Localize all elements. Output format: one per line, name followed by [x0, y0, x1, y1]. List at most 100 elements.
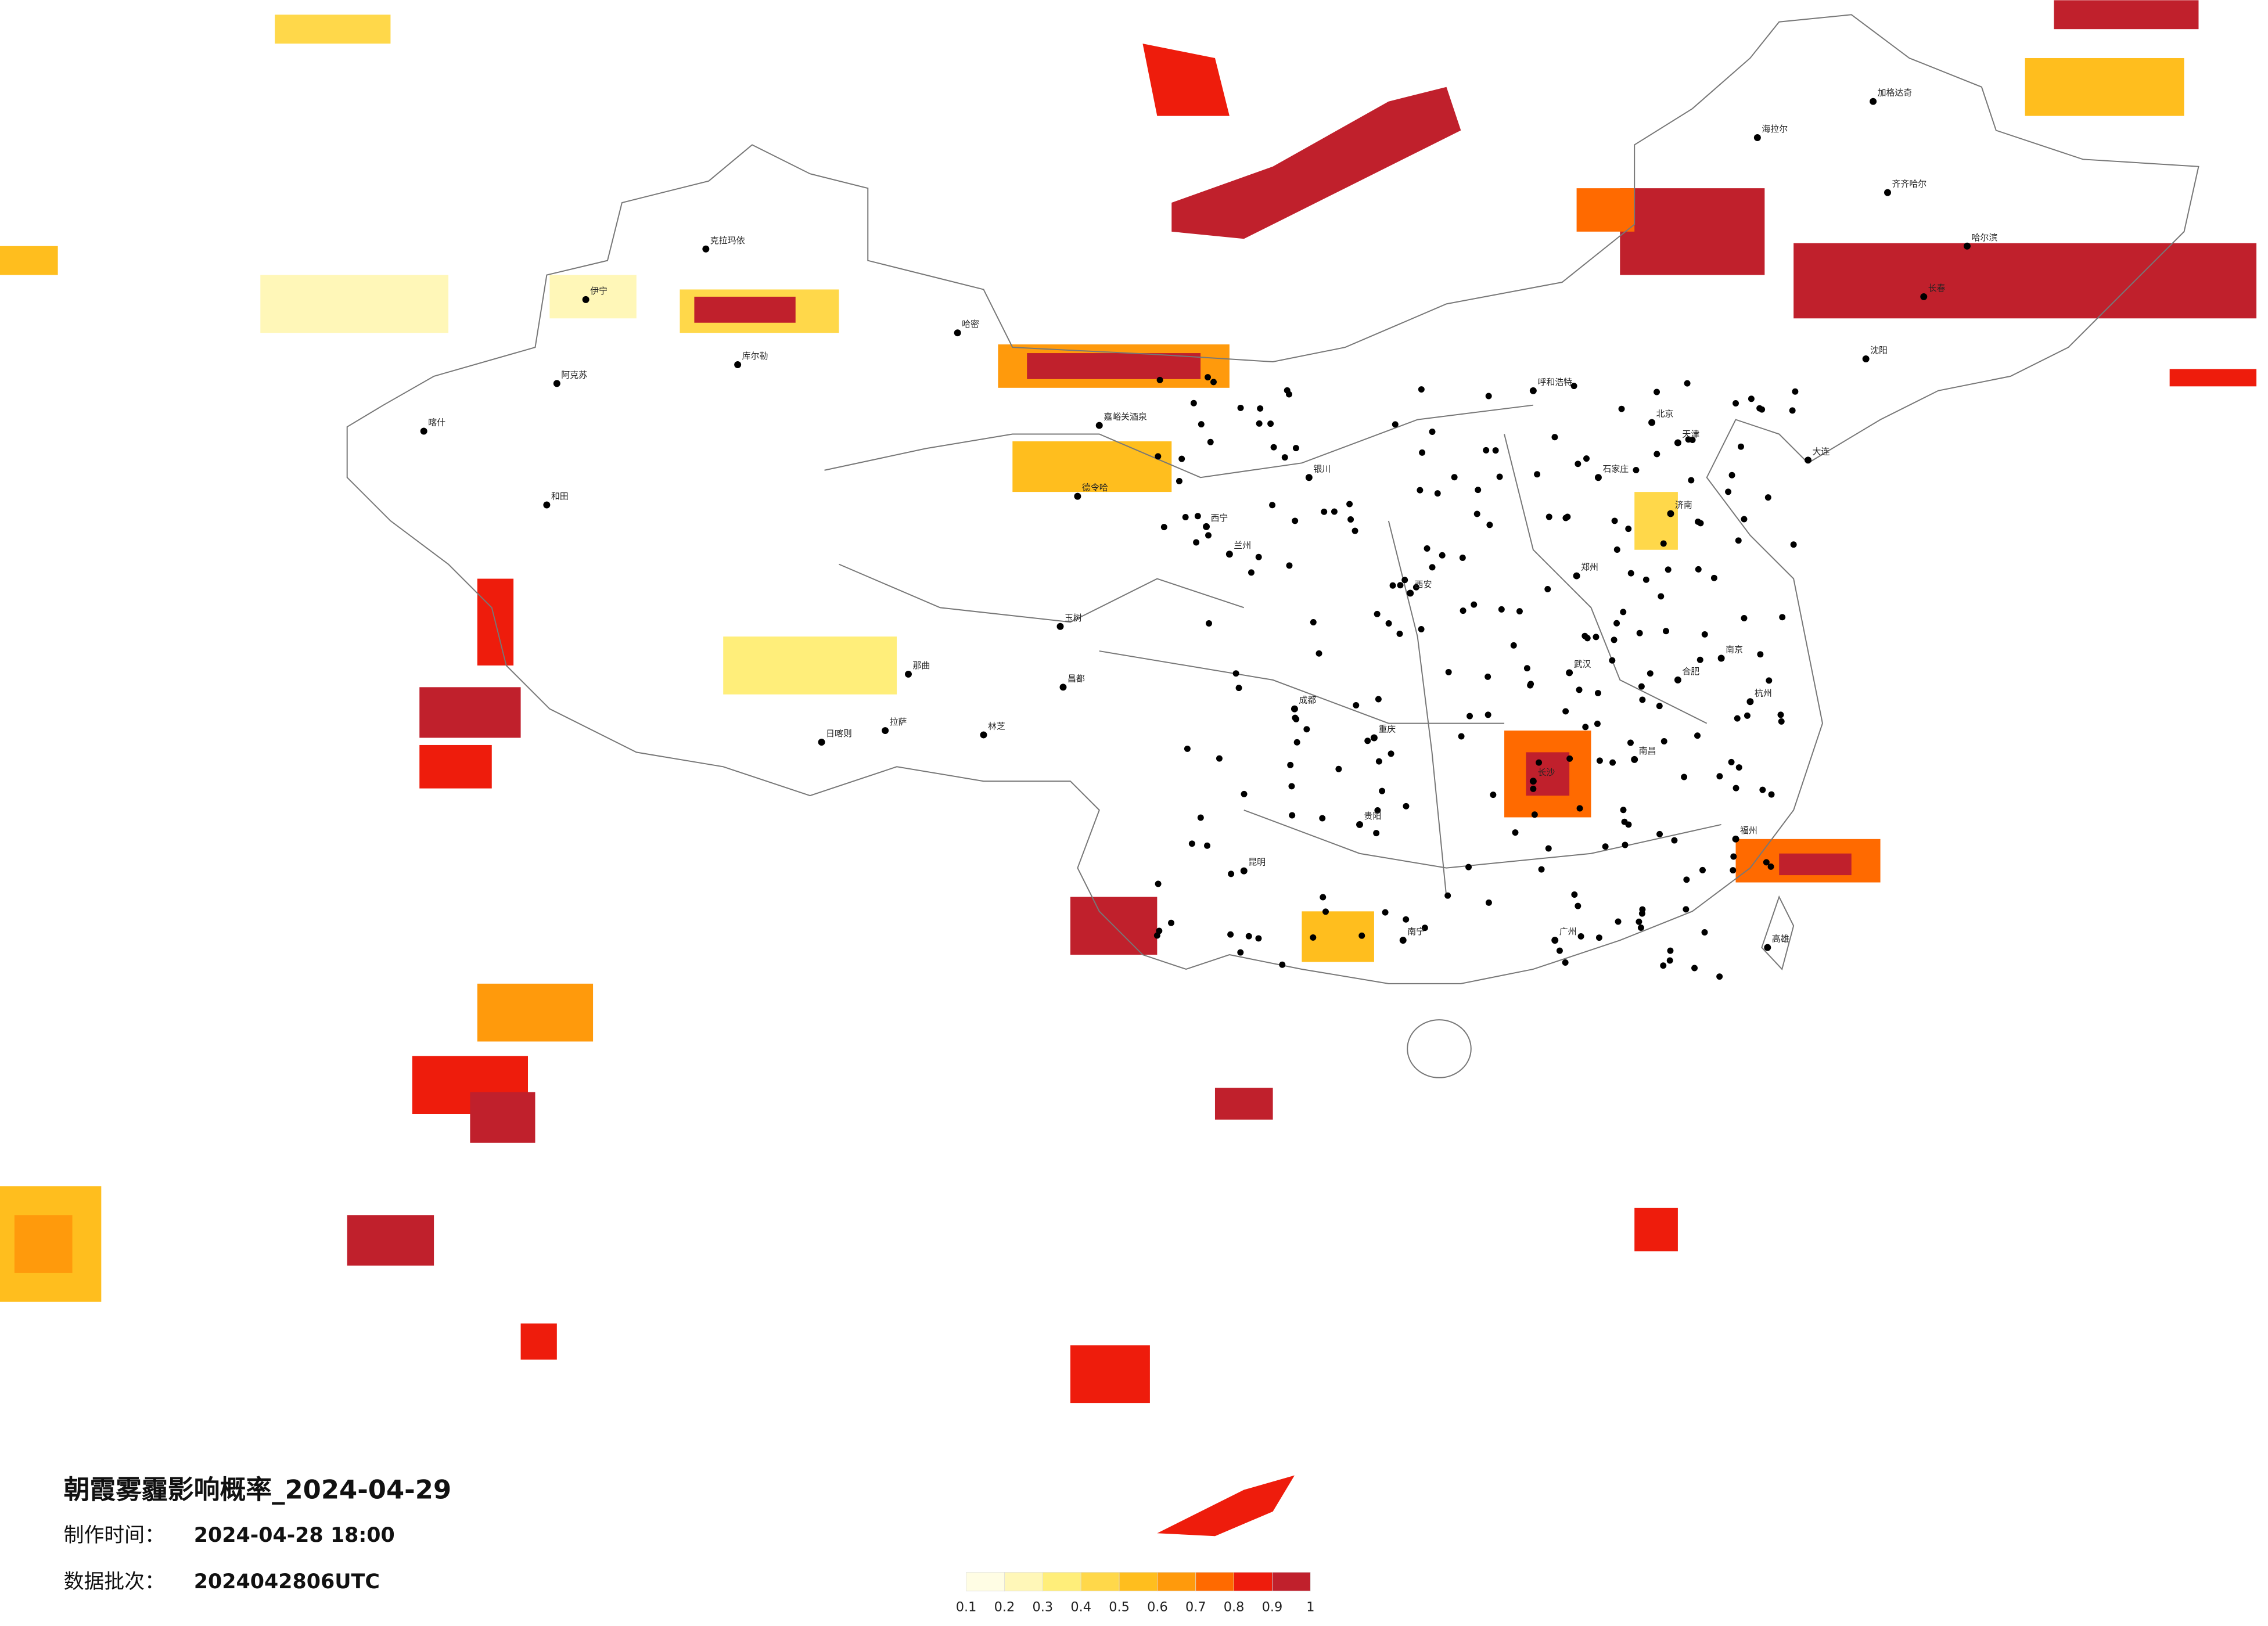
issue-label: 制作时间：	[64, 1524, 165, 1547]
station-dot	[1269, 502, 1276, 509]
city-dot	[553, 380, 560, 387]
station-dot	[1270, 444, 1277, 451]
station-dot	[1292, 445, 1299, 452]
legend-tick-label: 1	[1306, 1600, 1314, 1615]
station-dot	[1571, 891, 1578, 898]
city-dot	[1717, 654, 1725, 662]
station-dot	[1609, 657, 1616, 664]
station-dot	[1734, 715, 1741, 722]
station-dot	[1512, 829, 1519, 836]
station-dot	[1475, 487, 1482, 494]
station-dot	[1656, 703, 1663, 710]
city-label: 南京	[1726, 645, 1743, 655]
legend-swatch	[1004, 1572, 1043, 1592]
station-dot	[1352, 527, 1358, 534]
station-dot	[1531, 811, 1538, 818]
station-dot	[1403, 803, 1410, 810]
station-dot	[1459, 554, 1466, 561]
station-dot	[1741, 516, 1748, 523]
station-dot	[1379, 787, 1386, 794]
station-dot	[1660, 540, 1667, 547]
station-dot	[1445, 668, 1452, 675]
station-dot	[1759, 786, 1766, 793]
city-dot	[1399, 937, 1407, 944]
station-dot	[1611, 517, 1618, 524]
station-dot	[1620, 609, 1627, 616]
city-dot	[1862, 355, 1870, 362]
station-dot	[1207, 438, 1214, 445]
station-dot	[1699, 866, 1706, 873]
legend-tick-label: 0.5	[1109, 1600, 1130, 1615]
station-dot	[1184, 745, 1191, 752]
city-dot	[1370, 734, 1378, 742]
station-dot	[1615, 918, 1622, 925]
station-dot	[1284, 387, 1291, 394]
city-dots	[420, 98, 1971, 980]
city-label: 和田	[551, 491, 569, 502]
station-dot	[1235, 685, 1242, 692]
station-dot	[1710, 574, 1717, 581]
city-label: 沈阳	[1870, 345, 1888, 355]
city-dot	[1920, 293, 1928, 300]
station-dot	[1353, 702, 1360, 708]
station-dot	[1255, 553, 1262, 560]
station-dot	[1241, 790, 1248, 797]
batch: 2024042806UTC	[194, 1570, 380, 1593]
station-dot	[1733, 400, 1739, 406]
station-dot	[1434, 490, 1441, 497]
city-label: 林芝	[988, 721, 1005, 732]
station-dot	[1205, 374, 1211, 381]
station-dot	[1689, 436, 1696, 443]
city-label: 西安	[1415, 579, 1432, 589]
station-dot	[1310, 934, 1317, 941]
station-dot	[1286, 562, 1293, 569]
city-label: 日喀则	[826, 728, 852, 739]
station-dot	[1429, 564, 1436, 571]
station-dot	[1660, 738, 1667, 744]
legend-tick-label: 0.3	[1033, 1600, 1054, 1615]
issue-time: 2024-04-28 18:00	[194, 1524, 395, 1547]
station-dot	[1465, 864, 1472, 870]
station-dot	[1694, 732, 1701, 739]
station-dot	[1695, 518, 1701, 525]
station-dot	[1716, 973, 1723, 980]
city-dot	[1753, 134, 1761, 141]
station-dot	[1303, 726, 1310, 733]
station-dot	[1256, 420, 1263, 427]
city-label: 拉萨	[890, 717, 907, 727]
station-dot	[1451, 474, 1458, 481]
station-dot	[1216, 755, 1223, 762]
city-label: 南昌	[1639, 746, 1656, 756]
city-label: 哈尔滨	[1971, 232, 1997, 243]
station-dot	[1160, 524, 1167, 531]
station-dot	[1790, 541, 1797, 548]
city-label: 伊宁	[590, 286, 608, 296]
city-label: 高雄	[1772, 934, 1789, 944]
city-label: 南宁	[1407, 926, 1425, 937]
station-dot	[1647, 670, 1654, 677]
station-dot	[1392, 421, 1399, 428]
station-dot	[1613, 620, 1620, 627]
city-dot	[1240, 867, 1248, 875]
city-dot	[882, 727, 889, 735]
legend-swatch	[1119, 1572, 1158, 1592]
station-dot	[1695, 566, 1702, 573]
city-dot	[1964, 242, 1971, 250]
station-dot	[1279, 961, 1286, 968]
station-dot	[1168, 919, 1174, 926]
station-dot	[1523, 665, 1530, 672]
station-dot	[1594, 720, 1601, 727]
station-dot	[1335, 765, 1342, 772]
city-dot	[420, 427, 427, 435]
city-dot	[1805, 456, 1812, 464]
city-dot	[1203, 523, 1210, 530]
station-dot	[1320, 894, 1327, 901]
city-dot	[1529, 387, 1537, 394]
station-dot	[1633, 467, 1640, 473]
station-dot	[1401, 577, 1408, 584]
station-dot	[1733, 785, 1739, 792]
station-dot	[1576, 686, 1583, 693]
station-dot	[1530, 785, 1537, 792]
